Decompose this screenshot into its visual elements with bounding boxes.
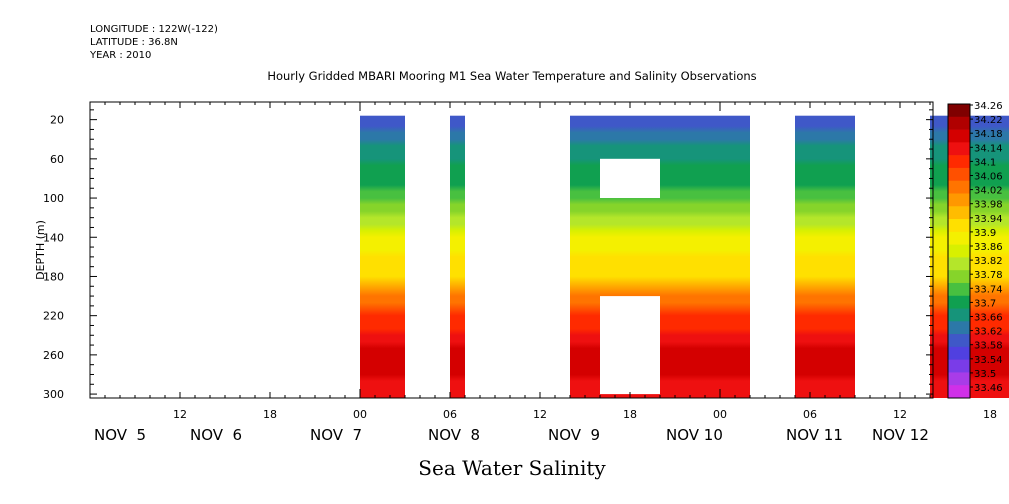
x-day-label: NOV 7 xyxy=(310,426,362,444)
colorbar-label: 33.74 xyxy=(974,284,1003,295)
colorbar-label: 34.1 xyxy=(974,157,996,168)
colorbar-label: 34.22 xyxy=(974,115,1003,126)
data-segment-1 xyxy=(360,115,405,398)
chart-subtitle: Sea Water Salinity xyxy=(418,456,606,480)
data-segment-4 xyxy=(795,115,855,398)
axes: 20 60 100 140 180 220 260 300 12 18 00 06 12 18 00 06 12… xyxy=(43,102,997,444)
latitude-label: LATITUDE : 36.8N xyxy=(90,37,178,48)
colorbar-swatch xyxy=(948,244,970,258)
colorbar-label: 34.14 xyxy=(974,143,1003,154)
x-hour-tick-label: 12 xyxy=(893,408,907,421)
colorbar-label: 33.62 xyxy=(974,327,1003,338)
colorbar-swatch xyxy=(948,308,970,322)
colorbar-label: 33.9 xyxy=(974,228,996,239)
plot-area xyxy=(360,115,1009,398)
colorbar-label: 33.58 xyxy=(974,341,1003,352)
x-hour-tick-label: 12 xyxy=(533,408,547,421)
y-axis-label: DEPTH (m) xyxy=(34,220,47,280)
x-hour-tick-label: 18 xyxy=(623,408,637,421)
colorbar-label: 33.78 xyxy=(974,270,1003,281)
x-day-label: NOV 8 xyxy=(428,426,480,444)
colorbar-swatch xyxy=(948,116,970,130)
y-tick-label: 260 xyxy=(43,349,64,362)
colorbar-swatch xyxy=(948,257,970,271)
x-hour-tick-label: 00 xyxy=(713,408,727,421)
colorbar-swatch xyxy=(948,167,970,181)
colorbar-label: 33.98 xyxy=(974,200,1003,211)
colorbar-swatch xyxy=(948,321,970,335)
chart-title: Hourly Gridded MBARI Mooring M1 Sea Wate… xyxy=(267,69,756,83)
colorbar-label: 33.82 xyxy=(974,256,1003,267)
y-tick-label: 180 xyxy=(43,270,64,283)
x-day-label: NOV 11 xyxy=(786,426,843,444)
y-tick-label: 20 xyxy=(50,114,64,127)
x-hour-tick-label: 18 xyxy=(983,408,997,421)
colorbar-swatch xyxy=(948,270,970,284)
colorbar-swatch xyxy=(948,231,970,245)
x-day-label: NOV 12 xyxy=(872,426,929,444)
colorbar-label: 33.54 xyxy=(974,355,1003,366)
colorbar-swatch xyxy=(948,295,970,309)
colorbar-swatch xyxy=(948,193,970,207)
x-day-label: NOV 10 xyxy=(666,426,723,444)
data-segment-2 xyxy=(450,115,465,398)
colorbar-swatch xyxy=(948,385,970,399)
colorbar-swatch xyxy=(948,219,970,233)
colorbar-label: 33.46 xyxy=(974,383,1003,394)
colorbar-label: 33.5 xyxy=(974,369,996,380)
colorbar-label: 33.86 xyxy=(974,242,1003,253)
colorbar-swatch xyxy=(948,180,970,194)
year-label: YEAR : 2010 xyxy=(90,50,152,61)
colorbar-swatch xyxy=(948,206,970,220)
colorbar-swatch xyxy=(948,359,970,373)
colorbar-swatch xyxy=(948,334,970,348)
y-tick-label: 60 xyxy=(50,153,64,166)
colorbar-swatch xyxy=(948,372,970,386)
y-tick-label: 300 xyxy=(43,388,64,401)
colorbar-frame xyxy=(947,103,971,399)
colorbar-swatch xyxy=(948,346,970,360)
plot-frame xyxy=(89,101,934,399)
colorbar-label: 33.66 xyxy=(974,313,1003,324)
colorbar-swatch xyxy=(948,282,970,297)
x-day-label: NOV 6 xyxy=(190,426,242,444)
colorbar-label: 34.02 xyxy=(974,186,1003,197)
y-tick-label: 220 xyxy=(43,310,64,323)
colorbar-swatch xyxy=(948,104,970,118)
colorbar-label: 34.06 xyxy=(974,172,1003,183)
colorbar-swatch xyxy=(948,129,970,143)
x-hour-tick-label: 18 xyxy=(263,408,277,421)
x-day-label: NOV 9 xyxy=(548,426,600,444)
y-tick-label: 100 xyxy=(43,192,64,205)
colorbar-label: 34.18 xyxy=(974,129,1003,140)
colorbar-swatch xyxy=(948,142,970,156)
x-day-label: NOV 5 xyxy=(94,426,146,444)
colorbar-label: 33.94 xyxy=(974,214,1003,225)
x-hour-tick-label: 06 xyxy=(803,408,817,421)
y-tick-label: 140 xyxy=(43,231,64,244)
x-hour-tick-label: 12 xyxy=(173,408,187,421)
data-gap-3-2 xyxy=(600,296,660,395)
colorbar-label: 33.7 xyxy=(974,298,996,309)
colorbar: 34.26 34.22 34.18 34.14 34.1 34.06 34.02 33.98 3… xyxy=(947,101,1003,399)
x-hour-tick-label: 06 xyxy=(443,408,457,421)
colorbar-label: 34.26 xyxy=(974,101,1003,112)
colorbar-swatch xyxy=(948,155,970,169)
x-hour-tick-label: 00 xyxy=(353,408,367,421)
data-gap-3-1 xyxy=(600,158,660,198)
longitude-label: LONGITUDE : 122W(-122) xyxy=(90,24,218,35)
